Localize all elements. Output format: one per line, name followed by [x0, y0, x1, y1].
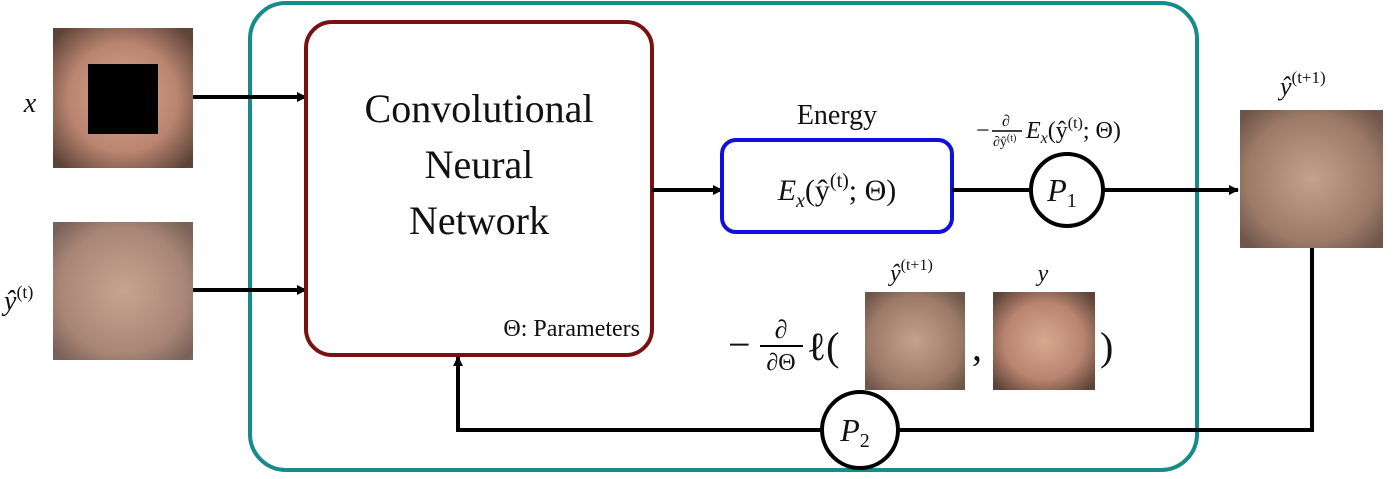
base: ŷ	[1, 286, 17, 317]
grad-minus: −	[976, 118, 990, 144]
rest: ; Θ)	[849, 174, 897, 207]
output-image	[1240, 110, 1383, 248]
node-label: P1	[1046, 172, 1077, 212]
open: (ŷ	[1048, 118, 1068, 144]
grad-num: ∂	[1002, 113, 1010, 130]
init-image	[53, 222, 193, 360]
target-image	[993, 292, 1095, 390]
grad-formula: Ex(ŷ(t); Θ)	[1025, 115, 1121, 147]
sub: 2	[860, 430, 870, 452]
node-label: P2	[839, 412, 870, 452]
base: P	[839, 412, 860, 448]
loss-den: ∂Θ	[766, 350, 795, 376]
sup: (t)	[16, 282, 33, 303]
outer-frame	[248, 1, 1199, 472]
sub: 1	[1067, 190, 1077, 212]
energy-title: Energy	[797, 100, 877, 131]
cnn-text: Neural	[425, 142, 534, 187]
edge	[898, 248, 1314, 432]
sup: (t+1)	[1292, 68, 1326, 87]
mask	[88, 64, 158, 134]
loss-minus: −	[728, 322, 751, 367]
input-label: x	[23, 88, 37, 119]
cnn-text: Network	[409, 198, 549, 243]
energy-box	[720, 138, 954, 234]
rest: ; Θ)	[1083, 118, 1121, 144]
base: ŷ	[1277, 72, 1292, 101]
target-label: y	[1036, 261, 1049, 287]
pred-image	[865, 292, 965, 390]
base: ŷ	[888, 261, 901, 287]
loss-close: )	[1100, 324, 1113, 369]
open: (ŷ	[805, 174, 830, 207]
sup: (t)	[1068, 115, 1083, 132]
params-label: Θ: Parameters	[503, 316, 640, 342]
loss-comma: ,	[972, 324, 982, 369]
energy-formula: Ex(ŷ(t); Θ)	[777, 170, 897, 212]
sub: x	[1040, 130, 1048, 147]
base: P	[1046, 172, 1067, 208]
den-sup: (t)	[1007, 133, 1016, 144]
pred-label: ŷ(t+1)	[888, 257, 933, 287]
cnn-text: Convolutional	[365, 86, 594, 131]
e: E	[777, 174, 796, 207]
output-label: ŷ(t+1)	[1277, 68, 1326, 101]
sub: x	[795, 190, 805, 212]
loss-num: ∂	[775, 315, 788, 344]
init-label: ŷ(t)	[1, 282, 33, 317]
loss-func: ℓ(	[807, 324, 839, 369]
arrow	[453, 356, 822, 432]
sup: (t+1)	[901, 257, 933, 274]
den: ∂ŷ	[993, 135, 1007, 150]
sup: (t)	[830, 170, 849, 192]
e: E	[1025, 118, 1041, 144]
grad-den: ∂ŷ(t)	[993, 133, 1016, 150]
cnn-box	[304, 20, 654, 357]
